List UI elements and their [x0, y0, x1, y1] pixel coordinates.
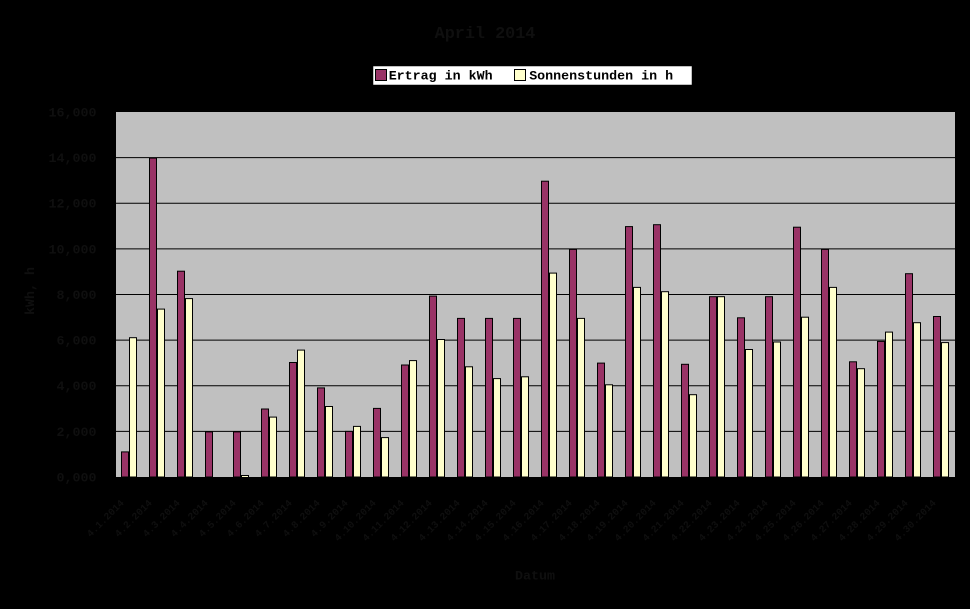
- svg-text:2,000: 2,000: [57, 426, 97, 441]
- svg-text:10,000: 10,000: [49, 243, 97, 258]
- svg-text:8,000: 8,000: [57, 289, 97, 304]
- svg-text:0,000: 0,000: [57, 471, 97, 486]
- svg-text:kWh, h: kWh, h: [24, 267, 39, 315]
- svg-text:Datum: Datum: [515, 570, 555, 585]
- svg-text:16,000: 16,000: [49, 106, 97, 121]
- svg-text:14,000: 14,000: [49, 152, 97, 167]
- svg-text:6,000: 6,000: [57, 335, 97, 350]
- svg-text:Sonnenstunden in h: Sonnenstunden in h: [529, 70, 673, 85]
- svg-text:April 2014: April 2014: [435, 25, 536, 44]
- svg-text:4,000: 4,000: [57, 380, 97, 395]
- svg-text:Ertrag in kWh: Ertrag in kWh: [389, 70, 493, 85]
- svg-text:12,000: 12,000: [49, 198, 97, 213]
